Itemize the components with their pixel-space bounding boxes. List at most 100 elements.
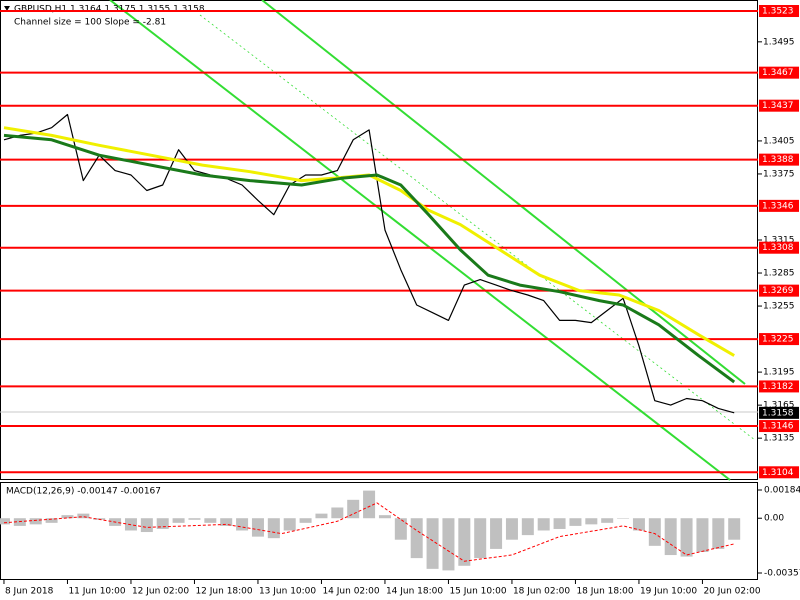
x-tick-label: 18 Jun 02:00 — [513, 587, 570, 597]
macd-panel-frame — [0, 482, 758, 580]
x-tick-label: 12 Jun 18:00 — [195, 587, 252, 597]
price-line — [3, 126, 735, 357]
macd-bar — [236, 518, 249, 531]
macd-bar — [172, 518, 185, 523]
macd-bar — [410, 518, 423, 559]
macd-bar — [347, 499, 360, 519]
macd-bar — [251, 518, 264, 537]
macd-bar — [728, 518, 741, 540]
macd-bar — [680, 518, 693, 557]
level-label: 1.3467 — [762, 68, 794, 78]
menu-arrow — [4, 6, 10, 11]
macd-bar — [474, 518, 487, 559]
macd-bar — [617, 518, 630, 519]
channel-middle — [199, 14, 756, 441]
x-tick-label: 8 Jun 2018 — [5, 587, 54, 597]
level-label-box — [759, 5, 799, 18]
price-line — [3, 133, 736, 384]
level-label-box — [759, 153, 799, 166]
macd-bar — [648, 518, 661, 546]
macd-bar — [283, 518, 296, 531]
macd-bar — [601, 518, 614, 523]
x-tick-label: 13 Jun 10:00 — [259, 587, 316, 597]
y-tick-label: 1.3405 — [763, 136, 795, 146]
macd-bar — [537, 518, 550, 531]
x-tick-label: 20 Jun 02:00 — [703, 587, 760, 597]
level-label: 1.3269 — [762, 286, 794, 296]
level-label: 1.3104 — [762, 468, 794, 478]
x-tick-label: 11 Jun 10:00 — [68, 587, 125, 597]
y-tick-label: 1.3285 — [763, 269, 795, 279]
chart-subtitle: Channel size = 100 Slope = -2.81 — [14, 18, 166, 28]
macd-bar — [394, 518, 407, 540]
macd-bar — [220, 518, 233, 526]
x-tick-label: 19 Jun 10:00 — [640, 587, 697, 597]
macd-bar — [363, 490, 376, 519]
macd-bar — [490, 518, 503, 549]
macd-bar — [267, 518, 280, 539]
macd-bar — [664, 518, 677, 556]
y-tick-label: 1.3135 — [763, 434, 795, 444]
macd-bar — [426, 518, 439, 569]
level-label-box — [759, 333, 799, 346]
plot-layer: 1.3495 1.3405 1.3375 1.3315 1.3285 1.3255 1.31… — [0, 5, 800, 597]
channel-upper — [261, 0, 746, 385]
x-tick-label: 14 Jun 18:00 — [386, 587, 443, 597]
level-label: 1.3182 — [762, 382, 794, 392]
y-tick-label: 1.3315 — [763, 236, 795, 246]
macd-bar — [378, 515, 391, 519]
level-label-box — [759, 241, 799, 254]
macd-bar — [77, 513, 90, 519]
level-label: 1.3437 — [762, 101, 794, 111]
macd-bar — [0, 518, 10, 525]
macd-bar — [696, 518, 709, 552]
macd-bar — [140, 518, 153, 533]
y-tick-label: 1.3375 — [763, 169, 795, 179]
level-label-box — [759, 380, 799, 393]
macd-bar — [553, 518, 566, 529]
chart-title: GBPUSD,H1 1.3164 1.3175 1.3155 1.3158 — [14, 5, 205, 15]
macd-bar — [315, 513, 328, 519]
macd-bar — [442, 518, 455, 571]
macd-bar — [29, 518, 42, 525]
macd-bar — [156, 518, 169, 529]
macd-bar — [632, 518, 645, 531]
level-label-box — [759, 99, 799, 112]
x-tick-label: 18 Jun 18:00 — [576, 587, 633, 597]
last-price-label: 1.3158 — [762, 408, 794, 418]
macd-bar — [188, 518, 201, 520]
y-tick-label: 1.3255 — [763, 302, 795, 312]
macd-bar — [299, 518, 312, 523]
level-label: 1.3388 — [762, 155, 794, 165]
macd-bar — [505, 518, 518, 540]
level-label: 1.3308 — [762, 243, 794, 253]
level-label-box — [759, 66, 799, 79]
level-label: 1.3346 — [762, 201, 794, 211]
macd-bar — [712, 518, 725, 549]
level-label: 1.3523 — [762, 7, 794, 17]
x-tick-label: 15 Jun 10:00 — [449, 587, 506, 597]
price-line — [3, 113, 735, 414]
y-tick-label: 0.00184 — [764, 486, 800, 496]
level-label: 1.3146 — [762, 422, 794, 432]
x-tick-label: 14 Jun 02:00 — [322, 587, 379, 597]
y-tick-label: 1.3195 — [763, 368, 795, 378]
macd-bar — [521, 518, 534, 536]
signal-line — [3, 502, 735, 562]
macd-bar — [61, 515, 74, 519]
level-label-box — [759, 466, 799, 479]
y-tick-label: 1.3495 — [763, 37, 795, 47]
macd-bar — [204, 518, 217, 523]
level-label-box — [759, 199, 799, 212]
y-tick-label: 1.3165 — [763, 401, 795, 411]
last-price-box — [759, 406, 799, 419]
macd-bar — [458, 518, 471, 566]
price-panel-frame — [0, 0, 758, 480]
level-label: 1.3225 — [762, 335, 794, 345]
x-tick-label: 12 Jun 02:00 — [132, 587, 189, 597]
macd-title: MACD(12,26,9) -0.00147 -0.00167 — [6, 487, 161, 497]
macd-bar — [331, 507, 344, 519]
